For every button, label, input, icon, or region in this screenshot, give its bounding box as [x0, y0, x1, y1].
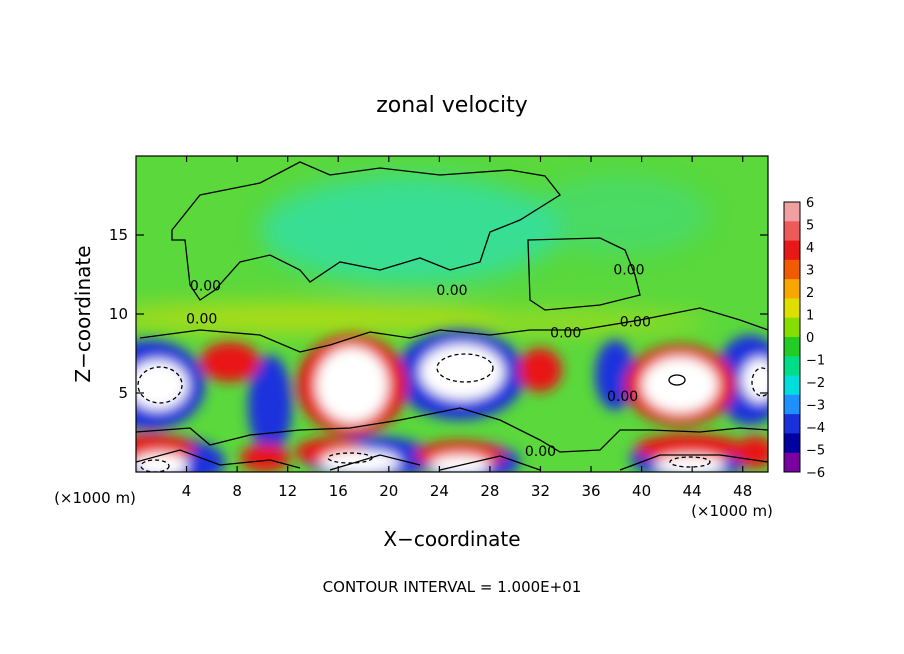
positive-core-contour: [668, 374, 686, 386]
contour-label: 0.00: [186, 311, 217, 327]
zero-contour-right-box: [527, 237, 641, 311]
colorbar-label: 1: [806, 309, 814, 324]
colorbar-swatch: [784, 259, 800, 280]
negative-core-right: [742, 358, 768, 402]
positive-ring-3: [518, 348, 562, 392]
core-bottom-1: [136, 453, 188, 472]
colorbar-swatch: [784, 356, 800, 377]
positive-ring-6: [240, 444, 290, 472]
y-tick-label: 5: [118, 384, 128, 402]
x-axis: 4 8 12 16 20 24 28 32 36 40 44 48: [182, 156, 752, 500]
yellow-band: [136, 304, 500, 332]
contour-label: 0.00: [613, 263, 644, 279]
x-unit-left: (×1000 m): [54, 489, 136, 507]
colorbar-label: 6: [806, 196, 814, 211]
negative-core-contour-bottom-right: [669, 456, 711, 468]
x-axis-label: X−coordinate: [383, 527, 520, 551]
x-tick-label: 48: [733, 482, 752, 500]
chart-title: zonal velocity: [376, 93, 528, 118]
x-unit-right: (×1000 m): [691, 502, 773, 520]
core-bottom-4: [655, 455, 725, 472]
core-bottom-3: [430, 455, 490, 472]
contour-label: 0.00: [525, 444, 556, 460]
colorbar-swatch: [784, 221, 800, 242]
x-tick-label: 24: [430, 482, 449, 500]
colorbar: 6 5 4 3 2 1 0 −1 −2 −3 −4 −5 −6: [783, 196, 825, 481]
heatmap-field: 0.00 0.00 0.00 0.00 0.00 0.00 0.00 0.00: [136, 156, 768, 472]
colorbar-label: −3: [806, 399, 825, 414]
negative-ring-cell4: [595, 340, 635, 410]
colorbar-label: −2: [806, 376, 825, 391]
negative-ring-mid: [248, 355, 292, 455]
colorbar-label: 4: [806, 241, 814, 256]
y-axis: 5 10 15: [109, 226, 768, 402]
negative-core-contour-mid: [436, 353, 494, 383]
colorbar-swatch: [784, 317, 800, 338]
x-tick-label: 40: [632, 482, 651, 500]
footer-contour-interval: CONTOUR INTERVAL = 1.000E+01: [323, 578, 582, 596]
zero-contour-lower: [136, 407, 768, 453]
y-tick-label: 10: [109, 305, 128, 323]
colorbar-frame: [783, 201, 801, 473]
colorbar-swatch: [784, 202, 800, 222]
x-tick-label: 4: [182, 482, 192, 500]
x-tick-label: 44: [683, 482, 702, 500]
yellow-band-right: [410, 312, 710, 332]
contour-label: 0.00: [436, 283, 467, 299]
colorbar-swatch: [784, 394, 800, 415]
colorbar-swatch: [784, 452, 800, 473]
negative-core-3: [420, 344, 504, 400]
colorbar-swatch: [784, 240, 800, 261]
colorbar-swatch: [784, 375, 800, 396]
colorbar-label: 5: [806, 219, 814, 234]
colorbar-swatch: [784, 414, 800, 434]
contour-labels: 0.00 0.00 0.00 0.00 0.00 0.00 0.00 0.00: [186, 263, 651, 461]
negative-core-contour-right: [751, 367, 768, 397]
contour-label: 0.00: [550, 326, 581, 342]
colorbar-label: 0: [806, 331, 814, 346]
negative-core-contour-bottom-left: [140, 459, 170, 472]
negative-core-contour-bottom-mid: [327, 452, 373, 464]
y-axis-label: Z−coordinate: [71, 245, 95, 382]
zero-contour-mid: [139, 307, 768, 353]
x-tick-label: 16: [329, 482, 348, 500]
positive-ring-10: [735, 436, 768, 468]
colorbar-swatch: [784, 279, 800, 299]
colorbar-label: 2: [806, 286, 814, 301]
positive-core-1: [316, 347, 388, 423]
colorbar-label: −1: [806, 354, 825, 369]
upper-cyan-region-right: [530, 175, 710, 255]
colorbar-label: 3: [806, 264, 814, 279]
colorbar-swatch: [784, 337, 800, 357]
colorbar-label: −6: [806, 466, 825, 481]
x-tick-label: 32: [531, 482, 550, 500]
x-tick-label: 20: [379, 482, 398, 500]
x-tick-label: 12: [278, 482, 297, 500]
colorbar-swatch: [784, 433, 800, 454]
contour-label: 0.00: [607, 389, 638, 405]
zero-contour-lower2: [136, 449, 768, 471]
x-tick-label: 28: [480, 482, 499, 500]
contour-lines: [136, 161, 768, 472]
x-tick-label: 36: [581, 482, 600, 500]
positive-ring-1: [200, 342, 260, 382]
contour-label: 0.00: [190, 278, 221, 294]
upper-cyan-region: [260, 175, 560, 285]
colorbar-swatch: [784, 298, 800, 319]
contour-label: 0.00: [620, 315, 651, 331]
x-tick-label: 8: [232, 482, 242, 500]
y-tick-label: 15: [109, 226, 128, 244]
colorbar-label: −5: [806, 444, 825, 459]
negative-core-contour-left: [137, 366, 183, 404]
colorbar-label: −4: [806, 421, 825, 436]
zero-contour-upper: [171, 161, 561, 301]
